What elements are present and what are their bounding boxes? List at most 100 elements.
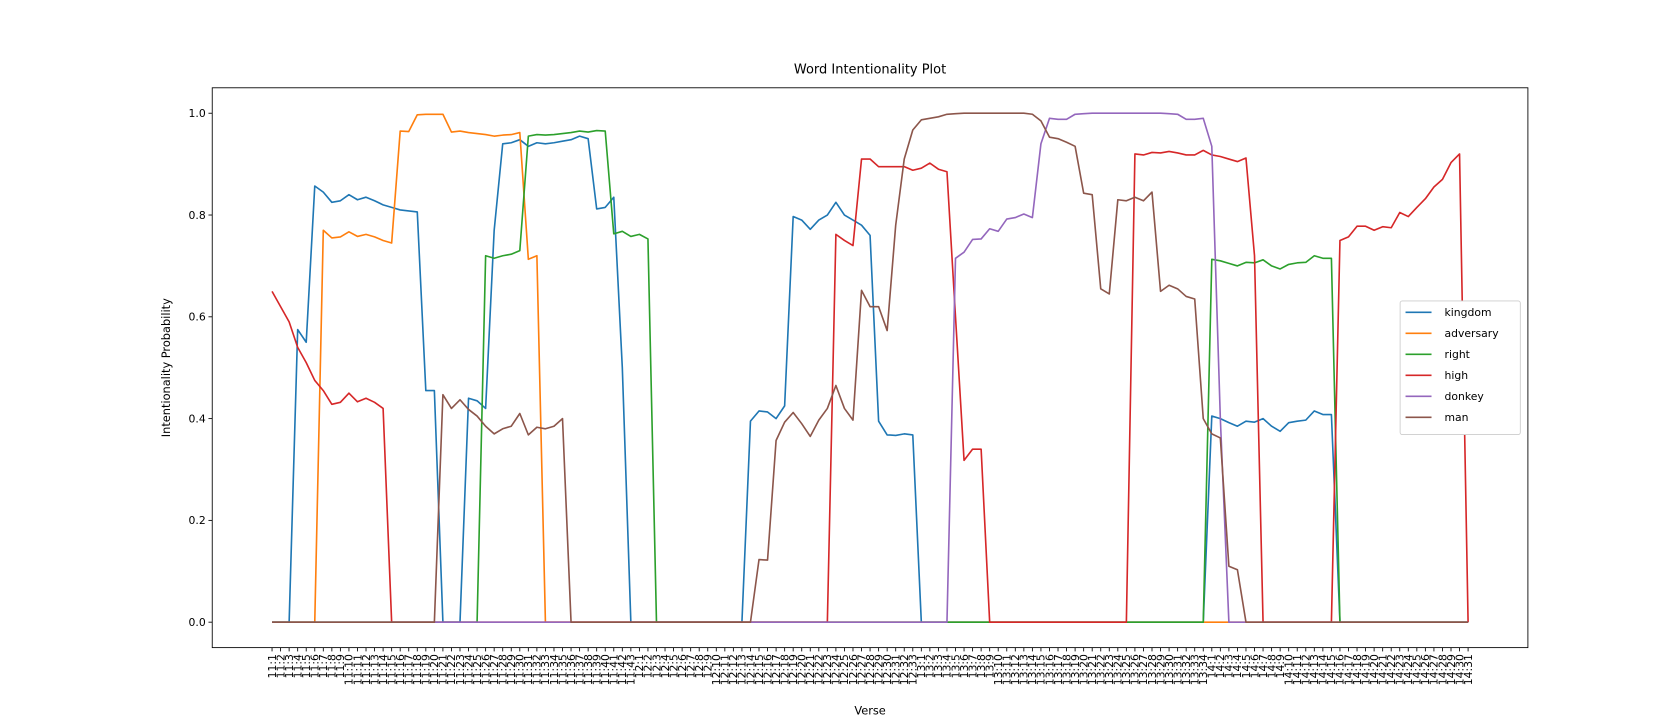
x-tick-label: 14:3 [1223, 654, 1236, 678]
x-tick-label: 12:20 [796, 654, 809, 685]
x-tick-label: 11:26 [479, 654, 492, 685]
x-tick-label: 11:43 [625, 654, 638, 685]
x-tick-label: 12:27 [855, 654, 868, 685]
x-tick-label: 13:4 [941, 654, 954, 678]
x-tick-label: 11:18 [411, 654, 424, 685]
x-tick-label: 12:11 [719, 654, 732, 685]
x-tick-label: 11:31 [522, 654, 535, 685]
chart-title: Word Intentionality Plot [794, 63, 946, 78]
y-tick-label: 0.8 [189, 209, 206, 222]
legend-label: right [1445, 348, 1470, 361]
x-tick-label: 13:21 [1086, 654, 1099, 685]
x-tick-label: 11:40 [599, 654, 612, 685]
x-tick-label: 14:16 [1334, 654, 1347, 685]
x-tick-label: 13:31 [1171, 654, 1184, 685]
x-tick-label: 14:22 [1385, 654, 1398, 685]
x-axis-label: Verse [854, 704, 885, 717]
x-tick-label: 11:22 [445, 654, 458, 685]
x-tick-label: 12:8 [693, 654, 706, 678]
x-tick-label: 14:8 [1265, 654, 1278, 678]
plot-frame [211, 87, 1529, 649]
x-tick-label: 14:25 [1411, 654, 1424, 685]
x-tick-label: 12:9 [702, 654, 715, 678]
x-tick-label: 13:5 [949, 654, 962, 678]
x-tick-label: 14:11 [1291, 654, 1304, 685]
x-tick-label: 13:9 [983, 654, 996, 678]
x-tick-label: 11:29 [505, 654, 518, 685]
x-tick-label: 12:25 [838, 654, 851, 685]
x-tick-label: 12:26 [847, 654, 860, 685]
x-tick-label: 11:3 [283, 654, 296, 678]
x-tick-label: 12:1 [633, 654, 646, 678]
x-tick-label: 12:13 [736, 654, 749, 685]
x-tick-label: 12:3 [650, 654, 663, 678]
x-tick-label: 13:8 [975, 654, 988, 678]
x-tick-label: 14:10 [1282, 654, 1295, 685]
x-tick-label: 14:21 [1376, 654, 1389, 685]
x-tick-label: 12:32 [898, 654, 911, 685]
x-tick-label: 14:2 [1214, 654, 1227, 678]
x-tick-label: 11:17 [403, 654, 416, 685]
x-tick-label: 13:14 [1026, 654, 1039, 685]
x-tick-label: 13:26 [1129, 654, 1142, 685]
x-tick-label: 13:18 [1060, 654, 1073, 685]
x-tick-label: 11:11 [351, 654, 364, 685]
x-tick-label: 11:25 [471, 654, 484, 685]
x-tick-label: 14:31 [1462, 654, 1475, 685]
x-tick-label: 11:34 [548, 654, 561, 685]
x-tick-label: 13:17 [1052, 654, 1065, 685]
x-tick-label: 14:27 [1428, 654, 1441, 685]
x-tick-label: 11:12 [360, 654, 373, 685]
x-tick-label: 14:7 [1257, 654, 1270, 678]
x-tick-label: 11:24 [462, 654, 475, 685]
x-tick-label: 12:4 [659, 654, 672, 678]
x-tick-label: 13:7 [966, 654, 979, 678]
x-tick-label: 14:23 [1394, 654, 1407, 685]
x-tick-label: 12:18 [778, 654, 791, 685]
x-tick-label: 11:36 [565, 654, 578, 685]
x-tick-label: 13:27 [1137, 654, 1150, 685]
x-tick-label: 13:22 [1095, 654, 1108, 685]
x-tick-label: 11:30 [514, 654, 527, 685]
x-tick-label: 12:2 [642, 654, 655, 678]
x-tick-label: 12:12 [727, 654, 740, 685]
x-tick-label: 13:13 [1018, 654, 1031, 685]
x-tick-label: 13:34 [1197, 654, 1210, 685]
x-tick-label: 11:38 [582, 654, 595, 685]
x-tick-label: 12:33 [907, 654, 920, 685]
x-tick-label: 11:27 [488, 654, 501, 685]
x-tick-label: 11:39 [590, 654, 603, 685]
x-tick-label: 12:28 [864, 654, 877, 685]
x-tick-label: 13:23 [1103, 654, 1116, 685]
x-tick-label: 13:28 [1146, 654, 1159, 685]
x-tick-label: 14:24 [1402, 654, 1415, 685]
x-tick-label: 13:16 [1043, 654, 1056, 685]
x-tick-label: 11:2 [274, 654, 287, 678]
x-tick-label: 11:16 [394, 654, 407, 685]
x-tick-label: 13:2 [924, 654, 937, 678]
x-tick-label: 11:8 [326, 654, 339, 678]
x-tick-label: 11:32 [531, 654, 544, 685]
legend: kingdom adversary right high donkey man [1399, 300, 1521, 435]
x-tick-label: 11:7 [317, 654, 330, 678]
legend-box [1399, 300, 1521, 435]
x-tick-label: 13:3 [932, 654, 945, 678]
x-tick-label: 13:33 [1189, 654, 1202, 685]
y-tick-label: 0.0 [189, 616, 206, 629]
x-tick-label: 12:19 [787, 654, 800, 685]
x-tick-label: 13:15 [1035, 654, 1048, 685]
legend-label: donkey [1445, 390, 1485, 403]
x-tick-label: 13:20 [1077, 654, 1090, 685]
x-tick-label: 14:4 [1231, 654, 1244, 678]
x-tick-label: 14:13 [1308, 654, 1321, 685]
x-tick-label: 14:5 [1240, 654, 1253, 678]
x-tick-label: 11:21 [437, 654, 450, 685]
legend-label: man [1445, 411, 1469, 424]
x-tick-label: 11:6 [309, 654, 322, 678]
x-tick-label: 11:35 [556, 654, 569, 685]
y-tick-label: 0.4 [189, 412, 206, 425]
x-tick-label: 12:23 [821, 654, 834, 685]
x-tick-label: 14:15 [1325, 654, 1338, 685]
y-tick-label: 1.0 [189, 107, 206, 120]
